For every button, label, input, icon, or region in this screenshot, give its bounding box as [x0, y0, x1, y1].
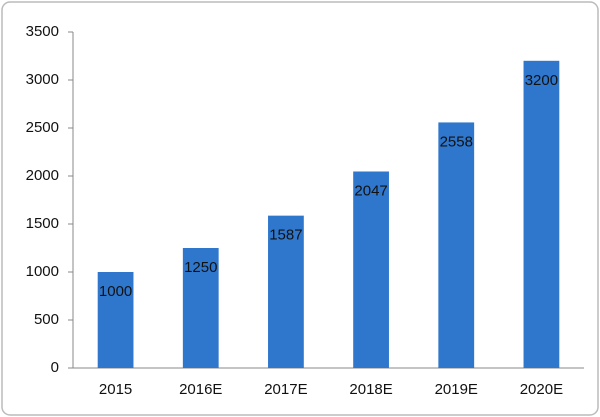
x-tick-label: 2018E: [349, 381, 392, 398]
data-label: 1250: [184, 259, 217, 276]
y-tick-label: 1500: [26, 215, 59, 232]
x-tick-label: 2016E: [179, 381, 222, 398]
bar: [353, 171, 389, 368]
y-tick-label: 500: [34, 311, 59, 328]
data-label: 1000: [99, 283, 132, 300]
x-tick-label: 2015: [99, 381, 132, 398]
y-tick-label: 3500: [26, 23, 59, 40]
data-label: 1587: [269, 227, 302, 244]
x-tick-label: 2019E: [435, 381, 478, 398]
y-tick-label: 3000: [26, 71, 59, 88]
data-label: 3200: [525, 72, 558, 89]
data-label: 2047: [354, 182, 387, 199]
y-tick-label: 2000: [26, 167, 59, 184]
bar: [523, 60, 560, 369]
data-label: 2558: [440, 133, 473, 150]
bar: [438, 122, 475, 368]
y-tick-label: 2500: [26, 119, 59, 136]
bar: [268, 215, 304, 368]
y-tick-label: 1000: [26, 263, 59, 280]
bar: [97, 272, 134, 368]
x-tick-label: 2017E: [264, 381, 307, 398]
bar: [182, 248, 219, 368]
y-tick-label: 0: [51, 359, 59, 376]
x-tick-label: 2020E: [520, 381, 563, 398]
